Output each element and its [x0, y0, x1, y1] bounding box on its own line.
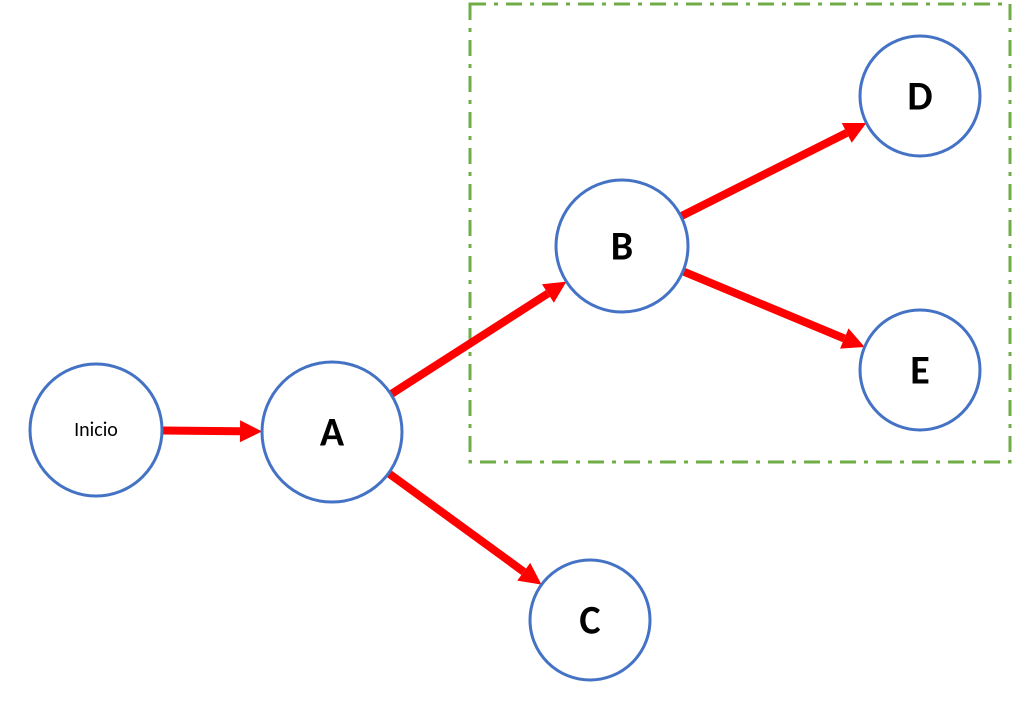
node-label-C: C — [579, 596, 600, 645]
node-label-D: D — [907, 72, 932, 121]
node-C: C — [530, 560, 650, 680]
tree-diagram: Inicio A B C D E — [0, 0, 1015, 716]
node-label-E: E — [910, 346, 930, 395]
edge-inicio-A — [162, 420, 262, 442]
node-B: B — [556, 180, 688, 312]
node-D: D — [860, 36, 980, 156]
node-label-B: B — [611, 222, 633, 271]
node-label-A: A — [320, 408, 345, 457]
edge-A-B — [391, 282, 567, 395]
edge-B-D — [681, 123, 866, 216]
node-E: E — [860, 310, 980, 430]
edge-A-C — [389, 473, 542, 584]
node-label-inicio: Inicio — [74, 418, 118, 442]
edge-B-E — [683, 271, 865, 348]
node-inicio: Inicio — [30, 364, 162, 496]
node-A: A — [262, 362, 402, 502]
